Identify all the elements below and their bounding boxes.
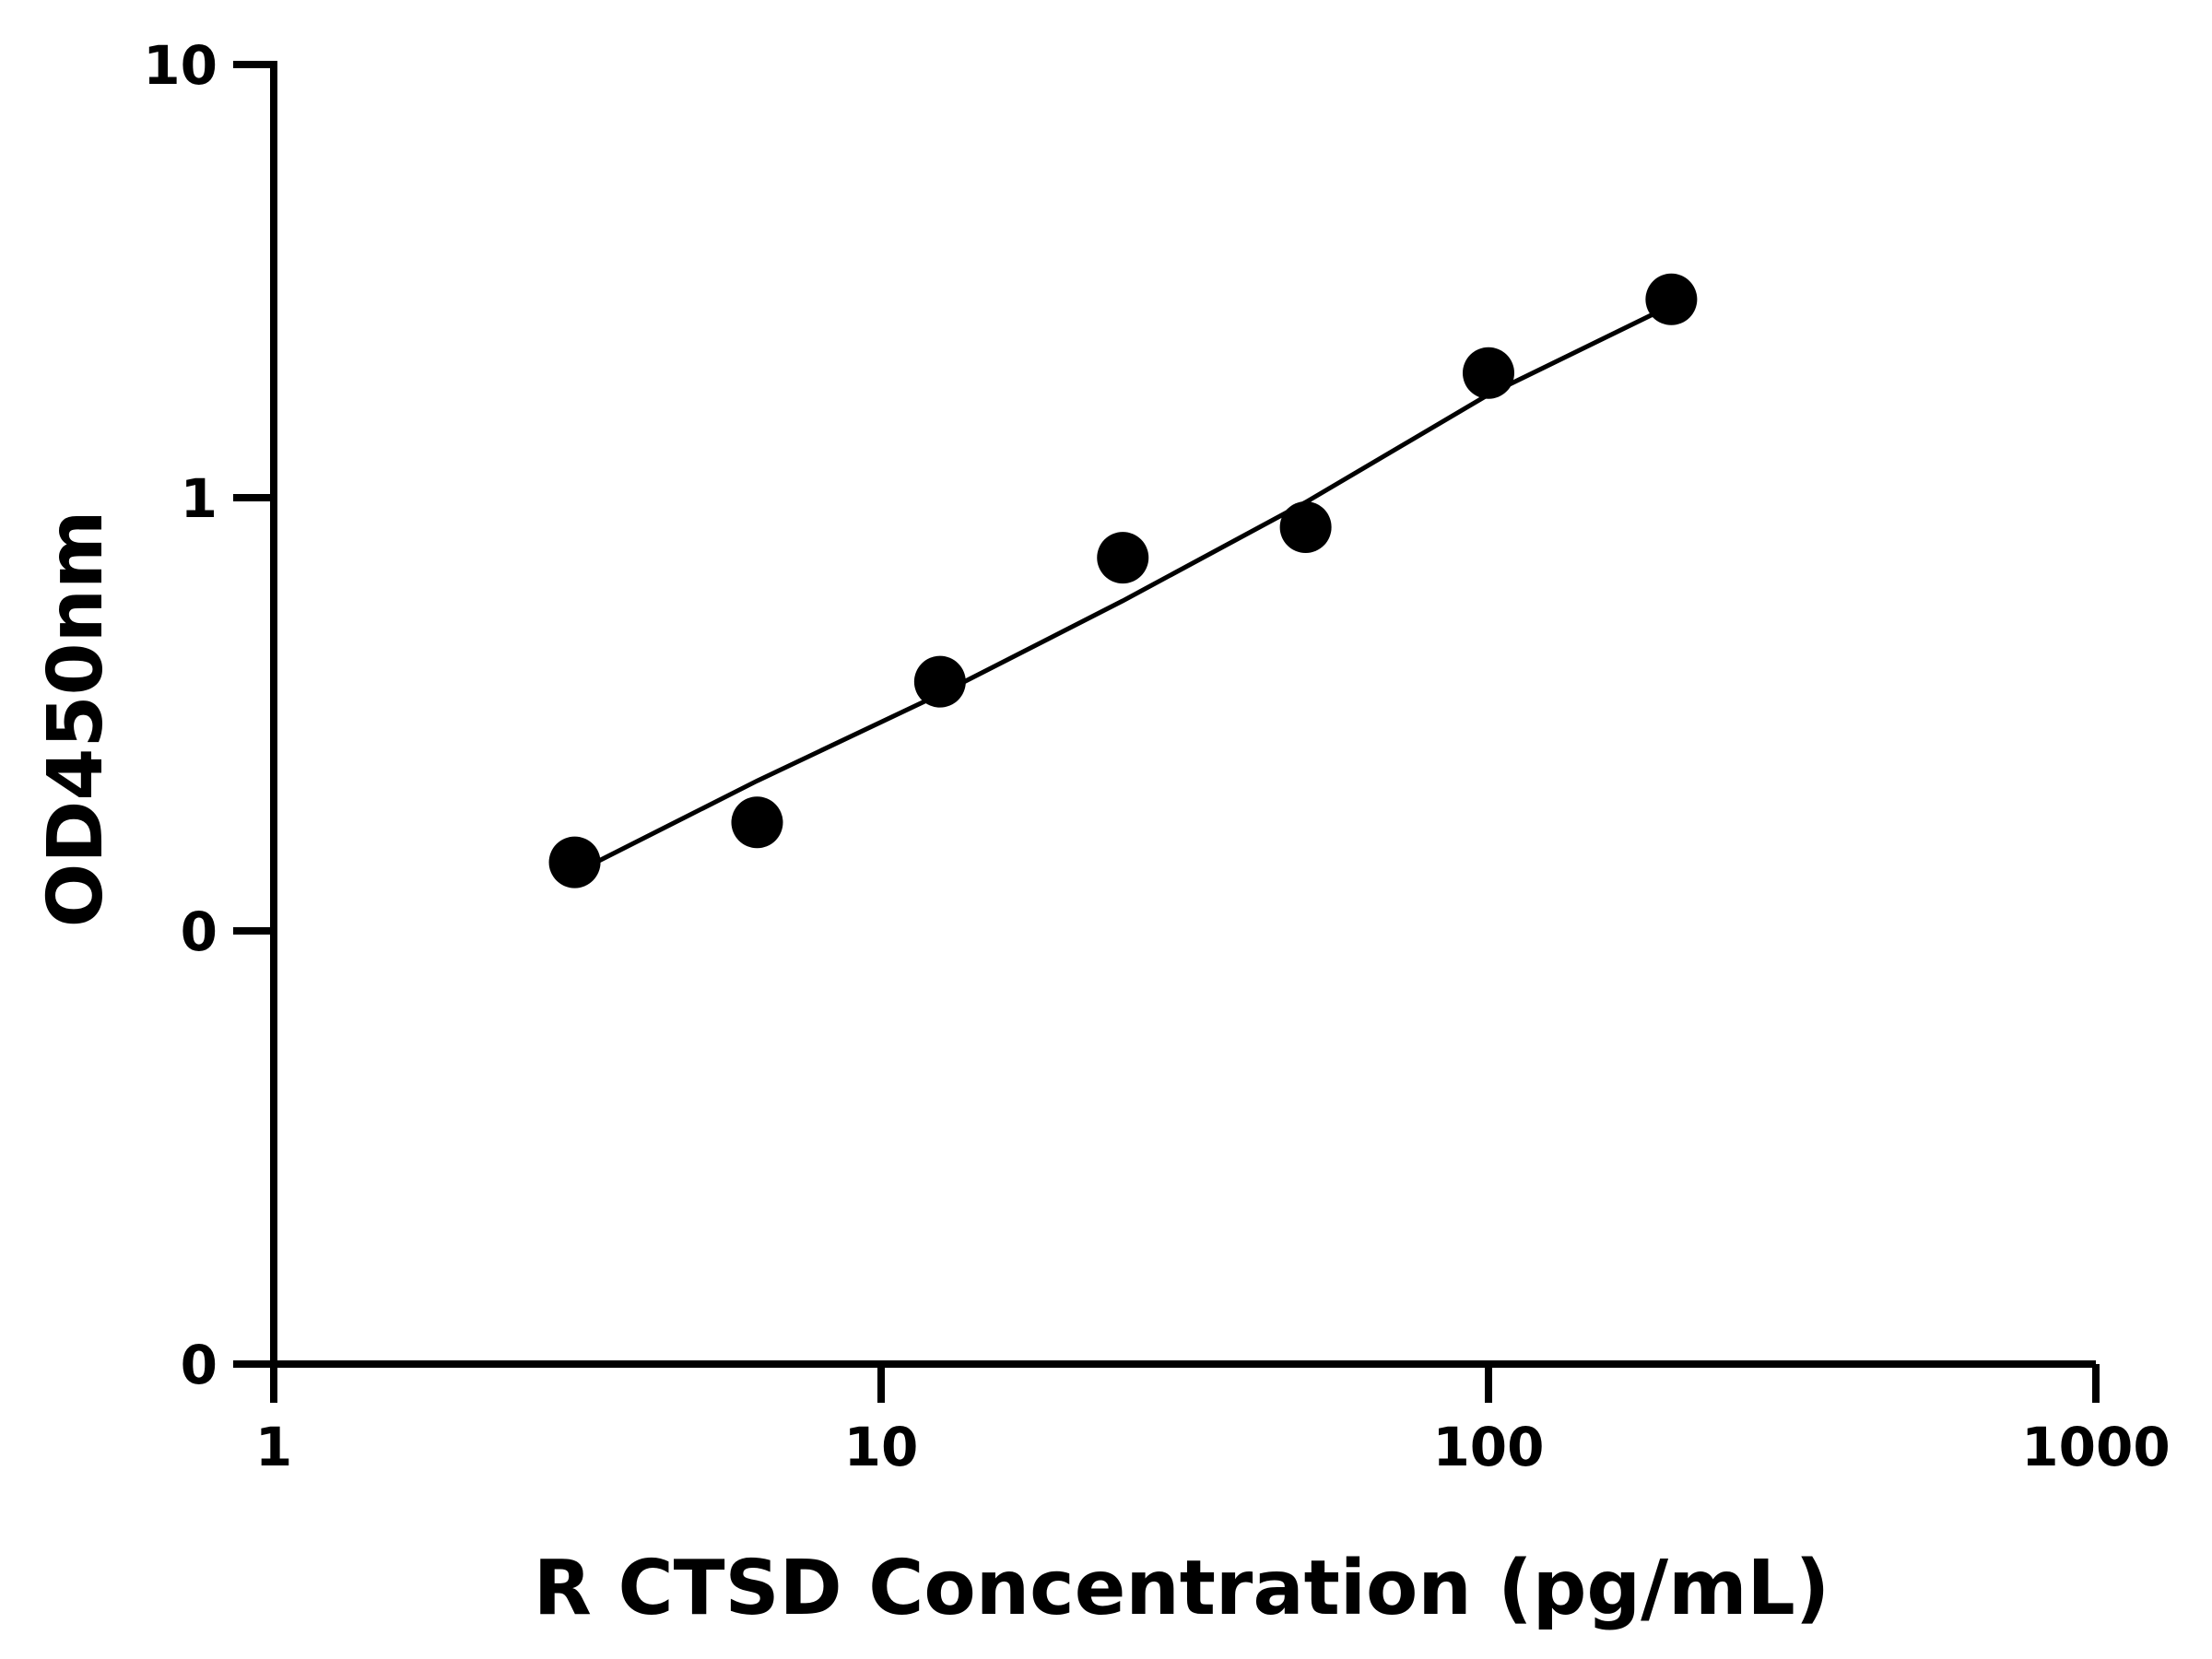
data-point [913,655,966,708]
x-axis-title: R CTSD Concentration (pg/mL) [534,1545,1830,1632]
data-point [1463,347,1514,399]
x-tick-label: 100 [1432,1416,1544,1478]
y-tick-label: 1 [181,467,218,530]
data-points [548,273,1698,888]
y-tick-label: 0 [181,1334,218,1396]
axes [270,61,2096,1368]
y-axis-title: OD450nm [32,511,120,928]
data-point [1097,532,1149,584]
data-point [1645,273,1698,325]
data-point [1279,500,1332,553]
data-point [548,836,601,888]
y-tick-label: 0 [181,900,218,963]
y-tick-label: 10 [143,34,218,97]
x-ticks: 1 10 100 1000 [255,1364,2171,1478]
x-tick-label: 1000 [2021,1416,2170,1478]
x-tick-label: 1 [255,1416,292,1478]
data-point [731,796,783,849]
x-tick-label: 10 [844,1416,919,1478]
